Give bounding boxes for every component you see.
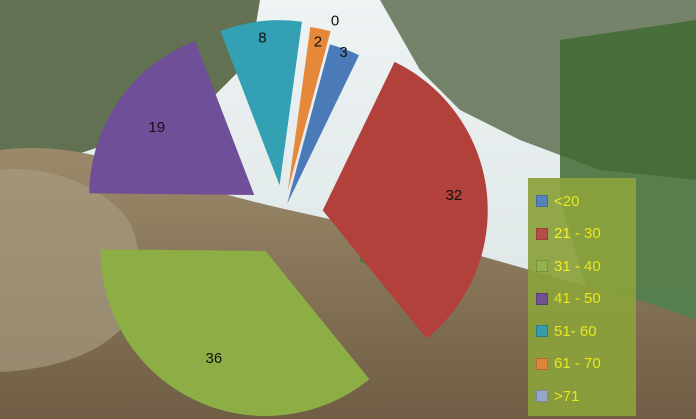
pie-slice-label-3: 19: [148, 119, 165, 136]
legend-item: >71: [536, 385, 579, 407]
legend-swatch: [536, 227, 548, 240]
legend-item: 21 - 30: [536, 223, 601, 245]
legend-label: 61 - 70: [554, 355, 601, 372]
legend-label: 21 - 30: [554, 225, 601, 242]
legend-swatch: [536, 357, 548, 370]
pie-slice-label-5: 2: [314, 34, 322, 51]
pie-slice-5: [287, 27, 331, 191]
legend-item: 41 - 50: [536, 288, 601, 310]
legend-label: 51- 60: [554, 322, 597, 340]
pie-slice-label-2: 36: [206, 350, 223, 367]
legend-swatch: [536, 390, 548, 402]
legend-item: <20: [536, 190, 579, 212]
pie-slice-4: [220, 20, 302, 186]
legend-swatch: [536, 292, 548, 305]
legend-label: 41 - 50: [554, 290, 601, 307]
legend-swatch: [536, 325, 548, 337]
pie-slice-label-4: 8: [258, 30, 266, 47]
legend-swatch: [536, 260, 548, 272]
legend-swatch: [536, 195, 548, 207]
pie-slice-label-0: 3: [339, 44, 347, 61]
legend-item: 31 - 40: [536, 255, 601, 277]
legend-item: 61 - 70: [536, 353, 601, 375]
pie-slice-1: [322, 61, 488, 339]
pie-slice-2: [100, 249, 370, 417]
legend-label: 31 - 40: [554, 257, 601, 275]
legend-label: <20: [554, 192, 580, 210]
legend-label: >71: [554, 387, 580, 405]
pie-slice-3: [89, 40, 255, 196]
legend-item: 51- 60: [536, 320, 597, 342]
chart-legend: <20 21 - 30 31 - 40 41 - 50 51- 60 61 - 70 >71: [528, 178, 636, 416]
pie-slice-0: [287, 44, 359, 204]
pie-slice-label-1: 32: [446, 187, 463, 204]
pie-slice-label-6: 0: [331, 13, 339, 30]
